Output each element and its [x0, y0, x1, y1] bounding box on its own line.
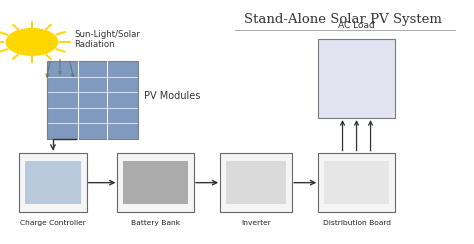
- Text: Charge Controller: Charge Controller: [20, 220, 86, 226]
- Text: Distribution Board: Distribution Board: [322, 220, 391, 226]
- Text: Battery Bank: Battery Bank: [131, 220, 180, 226]
- FancyBboxPatch shape: [118, 153, 194, 212]
- FancyBboxPatch shape: [25, 161, 81, 204]
- Text: PV Modules: PV Modules: [144, 91, 201, 101]
- FancyBboxPatch shape: [226, 161, 286, 204]
- FancyBboxPatch shape: [324, 161, 389, 204]
- FancyBboxPatch shape: [318, 153, 395, 212]
- Text: Stand-Alone Solar PV System: Stand-Alone Solar PV System: [244, 13, 441, 26]
- Circle shape: [6, 29, 58, 55]
- Text: Sun-Light/Solar
Radiation: Sun-Light/Solar Radiation: [74, 30, 140, 49]
- Text: AC Load: AC Load: [338, 21, 375, 30]
- FancyBboxPatch shape: [19, 153, 87, 212]
- Text: Inverter: Inverter: [241, 220, 271, 226]
- FancyBboxPatch shape: [47, 61, 138, 140]
- FancyBboxPatch shape: [123, 161, 188, 204]
- FancyBboxPatch shape: [220, 153, 292, 212]
- FancyBboxPatch shape: [318, 39, 395, 118]
